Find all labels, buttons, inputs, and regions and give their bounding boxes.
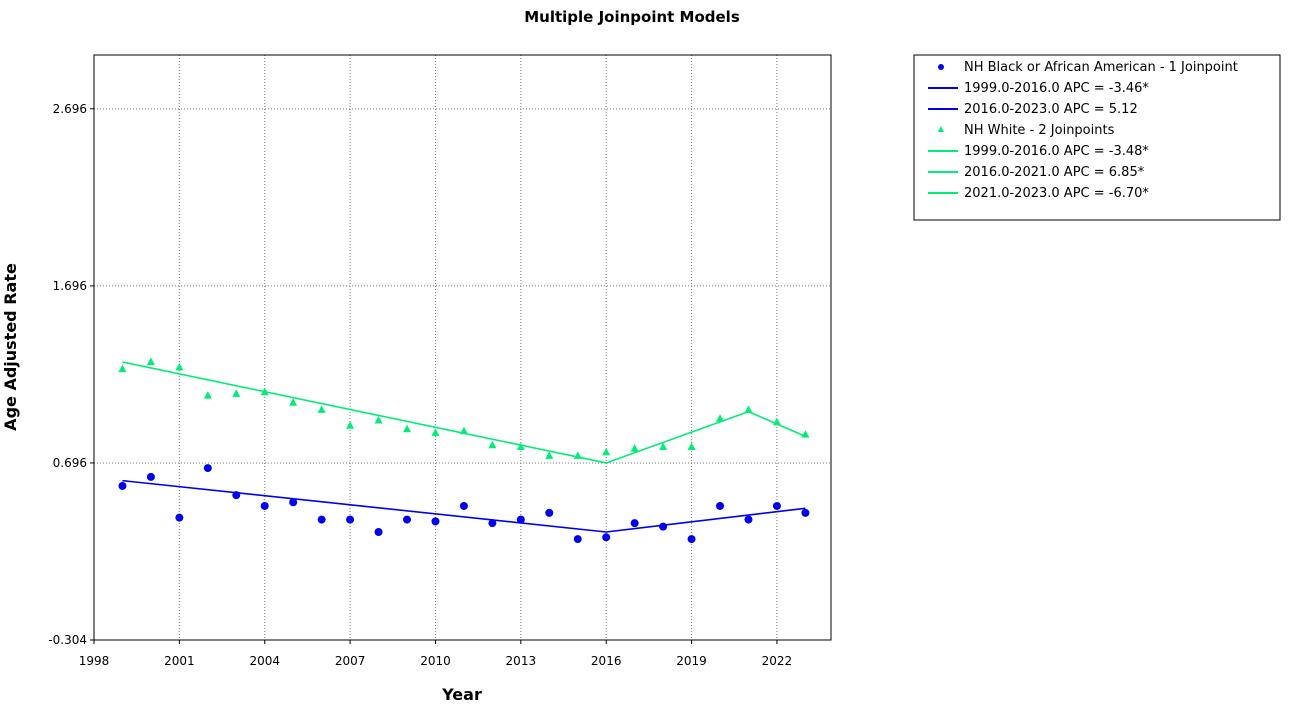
data-point — [203, 464, 212, 473]
y-tick-label: 0.696 — [53, 456, 87, 470]
legend-segment-label: 2016.0-2023.0 APC = 5.12 — [964, 102, 1138, 117]
data-point — [403, 424, 412, 433]
data-point — [431, 517, 440, 526]
legend: NH Black or African American - 1 Joinpoi… — [913, 54, 1281, 221]
data-point — [630, 444, 639, 452]
legend-segment-label: 1999.0-2016.0 APC = -3.48* — [964, 144, 1149, 159]
x-tick-label: 2019 — [676, 654, 707, 668]
fit-segment-line — [122, 361, 607, 464]
data-point — [772, 417, 781, 426]
data-points — [118, 357, 810, 544]
x-tick-label: 2007 — [335, 654, 366, 668]
data-point — [431, 428, 440, 436]
data-point — [516, 442, 525, 451]
data-point — [175, 513, 184, 522]
x-tick-label: 2001 — [164, 654, 195, 668]
data-point — [374, 415, 383, 424]
data-point — [118, 481, 127, 490]
data-point — [374, 527, 383, 536]
data-point — [602, 447, 611, 456]
x-axis-ticks: 1998 2001 2004 2007 2010 2013 2016 2019 2022 — [79, 640, 792, 668]
data-point — [744, 515, 753, 524]
y-tick-label: 2.696 — [53, 102, 87, 116]
fit-segment-line — [605, 410, 749, 464]
x-tick-label: 2022 — [762, 654, 793, 668]
data-point — [346, 515, 355, 524]
data-point — [260, 387, 269, 396]
data-point — [346, 421, 355, 429]
legend-segment-label: 2021.0-2023.0 APC = -6.70* — [964, 186, 1149, 201]
data-point — [203, 391, 212, 399]
data-point — [488, 440, 497, 449]
data-point — [516, 515, 525, 524]
data-point — [488, 519, 497, 528]
x-tick-label: 1998 — [79, 654, 110, 668]
chart-title: Multiple Joinpoint Models — [524, 8, 740, 26]
fit-segment-line — [606, 507, 806, 533]
data-point — [687, 442, 696, 451]
legend-series-label: NH White - 2 Joinpoints — [964, 123, 1115, 138]
data-point — [687, 535, 696, 544]
plot-frame — [93, 54, 832, 641]
legend-marker — [938, 126, 944, 132]
data-point — [573, 451, 582, 459]
data-point — [459, 426, 468, 435]
x-axis-title: Year — [441, 685, 482, 704]
data-point — [232, 491, 241, 500]
data-point — [602, 533, 611, 542]
data-point — [146, 357, 155, 366]
data-point — [459, 501, 468, 510]
data-point — [260, 501, 269, 510]
data-point — [573, 535, 582, 544]
x-tick-label: 2013 — [506, 654, 537, 668]
data-point — [716, 414, 725, 422]
y-axis-title: Age Adjusted Rate — [1, 263, 20, 431]
data-point — [545, 451, 554, 459]
data-point — [403, 515, 412, 524]
data-point — [317, 405, 326, 413]
legend-segment-label: 2016.0-2021.0 APC = 6.85* — [964, 165, 1145, 180]
legend-segment-label: 1999.0-2016.0 APC = -3.46* — [964, 81, 1149, 96]
data-point — [772, 501, 781, 510]
x-tick-label: 2016 — [591, 654, 622, 668]
data-point — [545, 508, 554, 517]
y-tick-label: -0.304 — [48, 633, 87, 647]
data-point — [659, 442, 668, 451]
data-point — [232, 389, 241, 397]
data-point — [716, 501, 725, 510]
data-point — [289, 498, 298, 507]
x-tick-label: 2010 — [420, 654, 451, 668]
y-axis-ticks: -0.304 0.696 1.696 2.696 — [48, 102, 94, 647]
data-point — [289, 398, 298, 406]
data-point — [801, 430, 810, 438]
data-point — [317, 515, 326, 524]
data-point — [744, 405, 753, 413]
data-point — [118, 364, 127, 373]
data-point — [630, 519, 639, 528]
data-point — [175, 362, 184, 371]
data-point — [659, 522, 668, 531]
legend-marker — [938, 64, 944, 70]
grid-lines — [94, 55, 831, 640]
legend-series-label: NH Black or African American - 1 Joinpoi… — [964, 60, 1238, 75]
legend-box — [913, 54, 1281, 221]
data-point — [801, 508, 810, 517]
fit-segment-line — [122, 479, 607, 533]
data-point — [146, 472, 155, 481]
x-tick-label: 2004 — [249, 654, 280, 668]
y-tick-label: 1.696 — [53, 279, 87, 293]
